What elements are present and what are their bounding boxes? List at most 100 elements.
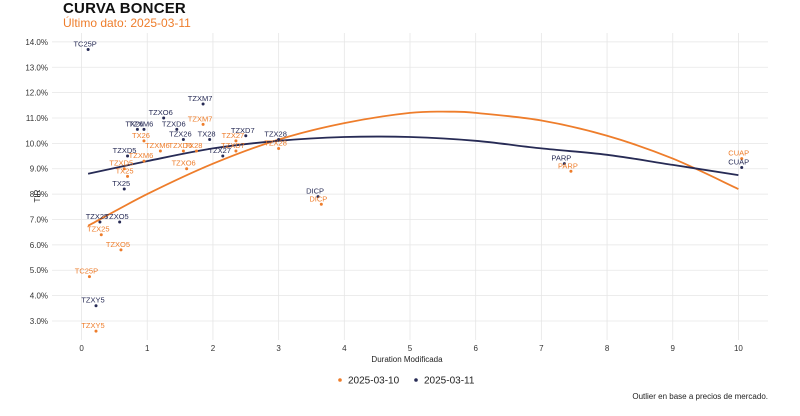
point-tzxy5-2025-03-11 — [94, 304, 98, 308]
point-tzxm6-2025-03-10 — [142, 159, 146, 163]
point-tzxo6-2025-03-10 — [185, 167, 189, 171]
point-label-tzxy5: TZXY5 — [81, 296, 104, 305]
point-tzx25-2025-03-11 — [98, 220, 102, 224]
point-tzxd6-2025-03-11 — [175, 127, 179, 131]
point-label-tzxo5: TZXO5 — [106, 240, 130, 249]
grid-lines — [52, 33, 768, 340]
point-label-dicp: DICP — [306, 187, 324, 196]
point-tzxm6-2025-03-10 — [158, 149, 162, 153]
point-label-tzx25: TZX25 — [86, 212, 109, 221]
point-tx28-2025-03-10 — [195, 149, 199, 153]
legend: 2025-03-10 2025-03-11 — [338, 376, 475, 387]
y-tick-label: 8.0% — [30, 190, 48, 199]
point-tzx28-2025-03-10 — [277, 146, 281, 150]
point-tzxd6-2025-03-10 — [181, 149, 185, 153]
point-tzxo5-2025-03-11 — [118, 220, 122, 224]
point-tzxm7-2025-03-10 — [201, 122, 205, 126]
y-tick-label: 13.0% — [25, 63, 48, 72]
point-label-tzxm7: TZXM7 — [188, 94, 213, 103]
y-tick-label: 10.0% — [25, 139, 48, 148]
y-tick-label: 6.0% — [30, 241, 48, 250]
y-tick-label: 14.0% — [25, 38, 48, 47]
data-points — [86, 47, 744, 333]
point-label-cuap: CUAP — [728, 157, 749, 166]
x-tick-label: 2 — [211, 344, 216, 353]
point-label-tc25p: TC25P — [73, 39, 96, 48]
point-tx25-2025-03-11 — [122, 187, 126, 191]
point-cuap-2025-03-10 — [740, 157, 744, 161]
point-label-tzxm6: TZXM6 — [129, 151, 154, 160]
point-label-dicp: DICP — [309, 194, 327, 203]
point-label-tzx25: TZX25 — [87, 225, 110, 234]
x-tick-label: 3 — [276, 344, 281, 353]
x-tick-label: 7 — [539, 344, 544, 353]
point-tx28-2025-03-11 — [208, 138, 212, 142]
point-tzxd5-2025-03-10 — [122, 167, 126, 171]
point-label-tx28: TX28 — [198, 130, 216, 139]
point-labels: TC25PTZXY5TZX25TZXO5TX25TZXD5TZXM6TX26TZ… — [73, 39, 749, 330]
point-tzxd7-2025-03-11 — [244, 134, 248, 138]
x-tick-label: 5 — [408, 344, 413, 353]
point-tx26-2025-03-10 — [142, 139, 146, 143]
point-tzxm7-2025-03-11 — [201, 102, 205, 106]
point-label-tzxd6: TZXD6 — [162, 119, 186, 128]
point-tx26-2025-03-11 — [135, 127, 139, 131]
point-tx25-2025-03-10 — [126, 174, 130, 178]
point-label-tx26: TX26 — [125, 119, 143, 128]
point-label-tzx28: TZX28 — [264, 138, 287, 147]
y-tick-label: 7.0% — [30, 215, 48, 224]
point-dicp-2025-03-11 — [316, 195, 320, 199]
point-cuap-2025-03-11 — [740, 165, 744, 169]
point-tzx26-2025-03-11 — [181, 138, 185, 142]
point-label-tzxo6: TZXO6 — [172, 159, 196, 168]
trend-line-2025-03-10 — [87, 110, 739, 227]
x-tick-label: 4 — [342, 344, 347, 353]
chart-title: CURVA BONCER — [63, 0, 186, 17]
point-tzx28-2025-03-11 — [277, 138, 281, 142]
y-tick-label: 5.0% — [30, 266, 48, 275]
point-label-tzxm6: TZXM6 — [145, 141, 170, 150]
point-label-cuap: CUAP — [728, 149, 749, 158]
point-dicp-2025-03-10 — [319, 202, 323, 206]
point-tzxd5-2025-03-11 — [126, 154, 130, 158]
point-tzx27-2025-03-10 — [234, 139, 238, 143]
point-label-tzx27: TZX27 — [222, 131, 245, 140]
y-tick-label: 4.0% — [30, 292, 48, 301]
point-tzxy5-2025-03-10 — [94, 329, 98, 333]
point-parp-2025-03-11 — [562, 162, 566, 166]
x-axis-label: Duration Modificada — [371, 355, 443, 364]
point-label-tzxd5: TZXD5 — [109, 159, 133, 168]
point-tzxm6-2025-03-11 — [142, 127, 146, 131]
x-tick-label: 8 — [605, 344, 610, 353]
point-label-tzxy5: TZXY5 — [81, 321, 104, 330]
legend-label-2025-03-11: 2025-03-11 — [424, 376, 475, 387]
point-label-tzxm7: TZXM7 — [188, 114, 213, 123]
axis-ticks: 3.0%4.0%5.0%6.0%7.0%8.0%9.0%10.0%11.0%12… — [25, 38, 743, 353]
point-tzxd7-2025-03-10 — [234, 149, 238, 153]
point-label-tx28: TX28 — [185, 141, 203, 150]
point-label-tx25: TX25 — [112, 179, 130, 188]
point-label-tzx27: TZX27 — [209, 146, 232, 155]
point-label-tzxm6: TZXM6 — [129, 119, 154, 128]
point-label-tc25p: TC25P — [75, 267, 98, 276]
trend-lines — [87, 110, 739, 227]
legend-marker-2025-03-10 — [338, 378, 342, 382]
y-axis-label: TIR — [33, 189, 42, 202]
y-tick-label: 3.0% — [30, 317, 48, 326]
point-tzx25-2025-03-10 — [99, 233, 103, 237]
x-tick-label: 1 — [145, 344, 150, 353]
legend-label-2025-03-10: 2025-03-10 — [348, 376, 400, 387]
point-tzxo5-2025-03-10 — [119, 248, 123, 252]
point-label-tzx26: TZX26 — [169, 130, 192, 139]
x-tick-label: 10 — [734, 344, 743, 353]
point-tzx27-2025-03-11 — [221, 154, 225, 158]
y-tick-label: 11.0% — [26, 114, 48, 123]
point-label-tx25: TX25 — [116, 166, 134, 175]
point-tc25p-2025-03-11 — [86, 47, 90, 51]
point-label-parp: PARP — [558, 161, 578, 170]
x-tick-label: 6 — [473, 344, 478, 353]
point-label-tzxd7: TZXD7 — [221, 141, 245, 150]
chart-subtitle: Último dato: 2025-03-11 — [63, 16, 191, 30]
point-label-tzxo5: TZXO5 — [105, 212, 129, 221]
